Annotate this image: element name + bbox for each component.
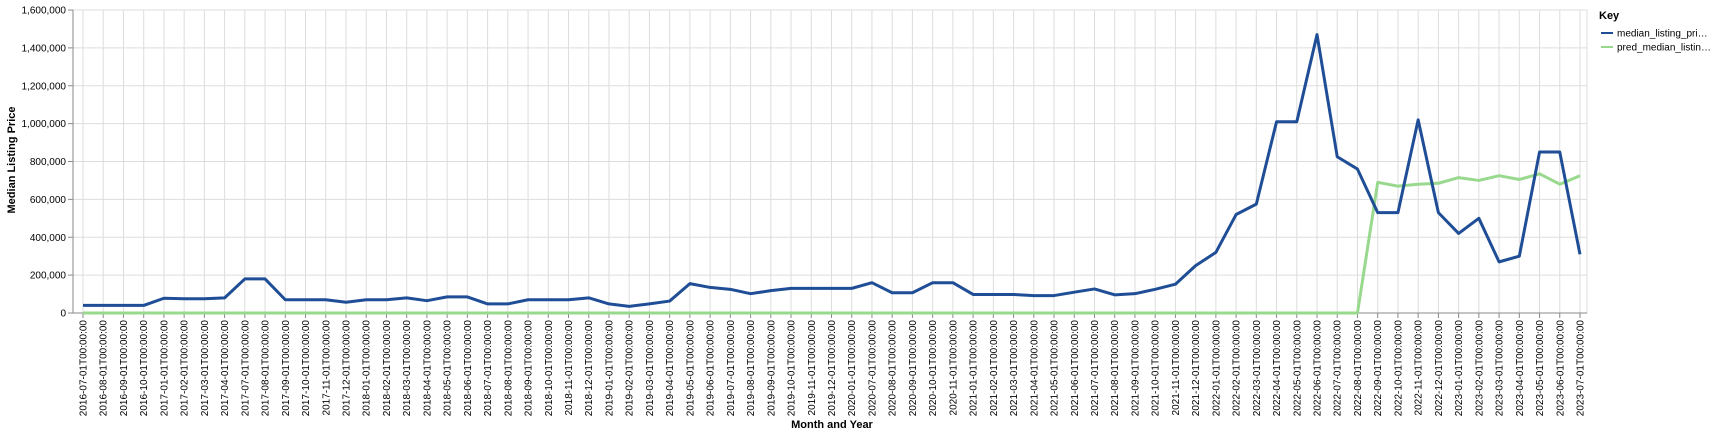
x-tick-label: 2019-03-01T00:00:00 [645, 320, 656, 417]
x-tick-label: 2019-07-01T00:00:00 [726, 320, 737, 417]
x-tick-label: 2022-12-01T00:00:00 [1434, 320, 1445, 417]
x-tick-label: 2017-04-01T00:00:00 [220, 320, 231, 417]
x-tick-label: 2023-03-01T00:00:00 [1495, 320, 1506, 417]
x-tick-label: 2018-05-01T00:00:00 [443, 320, 454, 417]
x-tick-label: 2021-02-01T00:00:00 [989, 320, 1000, 417]
y-tick-label: 1,400,000 [22, 43, 67, 54]
x-tick-label: 2023-01-01T00:00:00 [1454, 320, 1465, 417]
x-tick-label: 2021-09-01T00:00:00 [1130, 320, 1141, 417]
y-tick-label: 1,200,000 [22, 81, 67, 92]
x-tick-label: 2022-09-01T00:00:00 [1373, 320, 1384, 417]
x-tick-label: 2022-05-01T00:00:00 [1292, 320, 1303, 417]
x-tick-label: 2017-11-01T00:00:00 [321, 320, 332, 416]
x-tick-label: 2018-06-01T00:00:00 [463, 320, 474, 417]
x-axis: 2016-07-01T00:00:00 2016-08-01T00:00:00 20… [73, 312, 1587, 417]
x-tick-label: 2020-01-01T00:00:00 [847, 320, 858, 417]
x-tick-label: 2017-08-01T00:00:00 [261, 320, 272, 417]
y-tick-label: 1,600,000 [22, 6, 67, 17]
x-tick-label: 2018-03-01T00:00:00 [402, 320, 413, 417]
x-tick-label: 2016-09-01T00:00:00 [119, 320, 130, 417]
x-tick-label: 2023-06-01T00:00:00 [1555, 320, 1566, 417]
x-tick-label: 2021-10-01T00:00:00 [1151, 320, 1162, 417]
y-tick-label: 1,000,000 [22, 119, 67, 130]
x-tick-label: 2018-08-01T00:00:00 [503, 320, 514, 417]
x-tick-label: 2021-08-01T00:00:00 [1110, 320, 1121, 417]
x-tick-label: 2018-12-01T00:00:00 [584, 320, 595, 417]
x-tick-label: 2019-02-01T00:00:00 [625, 320, 636, 417]
x-tick-label: 2021-12-01T00:00:00 [1191, 320, 1202, 417]
y-tick-label: 800,000 [30, 157, 67, 168]
x-tick-label: 2017-02-01T00:00:00 [180, 320, 191, 417]
x-tick-label: 2017-09-01T00:00:00 [281, 320, 292, 417]
x-tick-label: 2017-12-01T00:00:00 [341, 320, 352, 417]
x-tick-label: 2018-10-01T00:00:00 [544, 320, 555, 417]
x-tick-label: 2021-03-01T00:00:00 [1009, 320, 1020, 417]
x-tick-label: 2022-08-01T00:00:00 [1353, 320, 1364, 417]
y-axis-title: Median Listing Price [6, 107, 18, 214]
x-tick-label: 2021-01-01T00:00:00 [969, 320, 980, 417]
x-tick-label: 2022-07-01T00:00:00 [1333, 320, 1344, 417]
x-tick-label: 2023-05-01T00:00:00 [1535, 320, 1546, 417]
x-tick-label: 2021-11-01T00:00:00 [1171, 320, 1182, 416]
x-tick-label: 2021-04-01T00:00:00 [1029, 320, 1040, 417]
x-tick-label: 2022-03-01T00:00:00 [1252, 320, 1263, 417]
legend-label: median_listing_pri… [1617, 29, 1708, 40]
x-tick-label: 2019-05-01T00:00:00 [685, 320, 696, 417]
x-tick-label: 2020-07-01T00:00:00 [867, 320, 878, 417]
legend-label: pred_median_listin… [1617, 43, 1711, 54]
x-tick-label: 2020-10-01T00:00:00 [928, 320, 939, 417]
x-tick-label: 2023-02-01T00:00:00 [1474, 320, 1485, 417]
y-tick-label: 200,000 [30, 271, 67, 282]
x-tick-label: 2018-01-01T00:00:00 [362, 320, 373, 417]
series-line-median-listing-price [83, 33, 1582, 308]
x-tick-label: 2023-04-01T00:00:00 [1515, 320, 1526, 417]
series-lines [83, 33, 1582, 315]
x-axis-title: Month and Year [791, 419, 873, 431]
x-tick-label: 2019-01-01T00:00:00 [604, 320, 615, 417]
legend: Key median_listing_pri… pred_median_listi… [1599, 10, 1711, 54]
x-tick-label: 2016-07-01T00:00:00 [79, 320, 90, 417]
x-tick-label: 2022-10-01T00:00:00 [1393, 320, 1404, 417]
x-tick-label: 2022-01-01T00:00:00 [1211, 320, 1222, 417]
x-tick-label: 2018-07-01T00:00:00 [483, 320, 494, 417]
x-tick-label: 2021-06-01T00:00:00 [1070, 320, 1081, 417]
x-tick-label: 2017-10-01T00:00:00 [301, 320, 312, 417]
x-tick-label: 2018-04-01T00:00:00 [422, 320, 433, 417]
x-tick-label: 2017-01-01T00:00:00 [159, 320, 170, 417]
x-tick-label: 2022-06-01T00:00:00 [1313, 320, 1324, 417]
x-tick-label: 2018-09-01T00:00:00 [524, 320, 535, 417]
legend-title: Key [1599, 10, 1620, 22]
x-tick-label: 2019-10-01T00:00:00 [787, 320, 798, 417]
x-tick-label: 2020-08-01T00:00:00 [888, 320, 899, 417]
x-tick-label: 2019-06-01T00:00:00 [706, 320, 717, 417]
x-tick-label: 2019-08-01T00:00:00 [746, 320, 757, 417]
x-tick-label: 2016-08-01T00:00:00 [99, 320, 110, 417]
x-tick-label: 2022-04-01T00:00:00 [1272, 320, 1283, 417]
x-tick-label: 2023-07-01T00:00:00 [1576, 320, 1587, 417]
x-tick-label: 2020-09-01T00:00:00 [908, 320, 919, 417]
x-tick-label: 2018-02-01T00:00:00 [382, 320, 393, 417]
x-tick-label: 2022-02-01T00:00:00 [1232, 320, 1243, 417]
y-tick-label: 600,000 [30, 195, 67, 206]
x-tick-label: 2019-09-01T00:00:00 [766, 320, 777, 417]
x-tick-label: 2022-11-01T00:00:00 [1414, 320, 1425, 416]
x-tick-label: 2017-07-01T00:00:00 [240, 320, 251, 417]
x-tick-label: 2021-07-01T00:00:00 [1090, 320, 1101, 417]
y-axis: 0 200,000 400,000 600,000 800,000 1,000,000 1,… [22, 6, 74, 320]
x-tick-label: 2018-11-01T00:00:00 [564, 320, 575, 416]
x-tick-label: 2019-11-01T00:00:00 [807, 320, 818, 416]
x-tick-label: 2021-05-01T00:00:00 [1050, 320, 1061, 417]
y-tick-label: 400,000 [30, 233, 67, 244]
x-tick-label: 2016-10-01T00:00:00 [139, 320, 150, 417]
x-tick-label: 2020-11-01T00:00:00 [948, 320, 959, 416]
x-tick-label: 2017-03-01T00:00:00 [200, 320, 211, 417]
series-line-pred-median-listing-price [83, 172, 1581, 315]
y-tick-label: 0 [60, 309, 66, 320]
x-tick-label: 2019-12-01T00:00:00 [827, 320, 838, 417]
grid-lines [72, 9, 1588, 314]
x-tick-label: 2019-04-01T00:00:00 [665, 320, 676, 417]
